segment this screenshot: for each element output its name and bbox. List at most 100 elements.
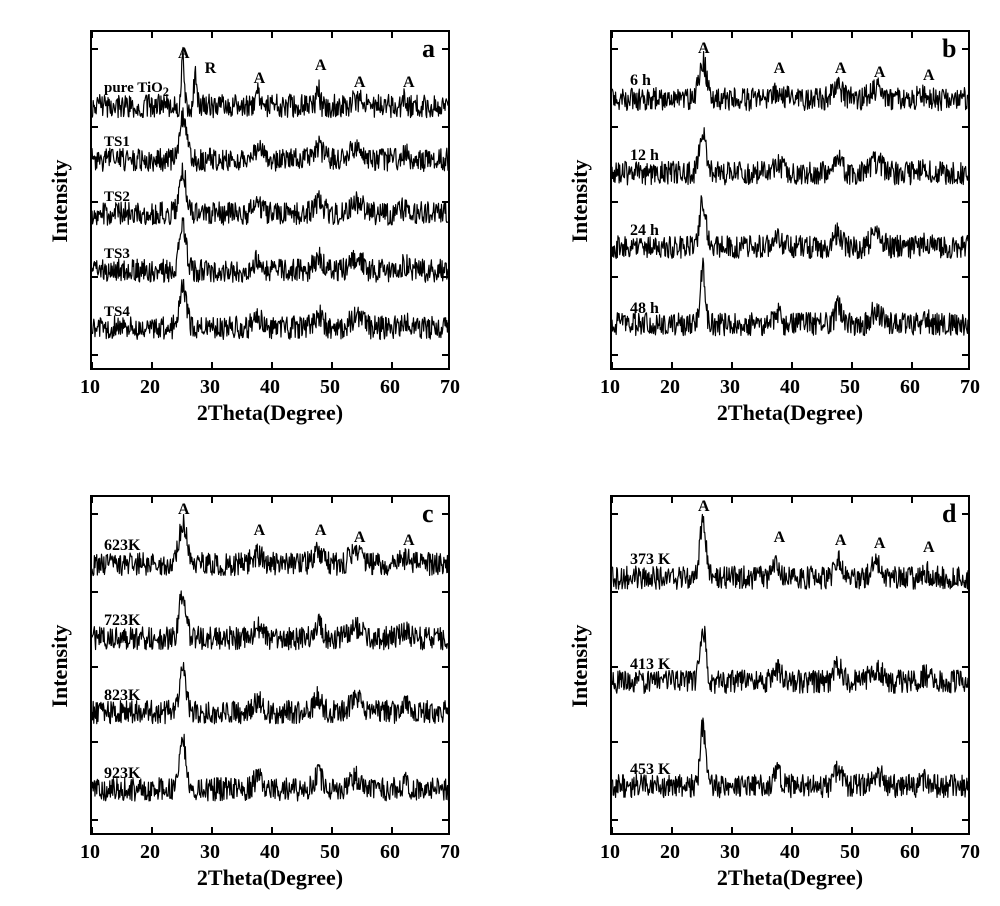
xrd-trace-TS4 [92, 279, 448, 339]
xtick-label: 20 [655, 841, 685, 864]
panel-d: 373 K413 K453 KAAAAA10203040506070Intens… [540, 475, 980, 885]
xtick-label: 60 [375, 841, 405, 864]
peak-label: A [251, 70, 267, 88]
xrd-trace-6h [612, 52, 968, 111]
peak-label: A [872, 535, 888, 553]
peak-label: A [921, 67, 937, 85]
xrd-trace-823K [92, 663, 448, 724]
xrd-traces-svg [92, 497, 448, 833]
panel-b: 6 h12 h24 h48 hAAAAA10203040506070Intens… [540, 10, 980, 420]
xtick-label: 60 [375, 376, 405, 399]
peak-label: A [352, 74, 368, 92]
xrd-trace-TS3 [92, 218, 448, 282]
series-label-923K: 923K [104, 765, 140, 783]
xtick-label: 50 [835, 841, 865, 864]
panel-letter: b [942, 34, 960, 64]
peak-label: A [251, 522, 267, 540]
series-label-623K: 623K [104, 537, 140, 555]
xtick-label: 40 [775, 376, 805, 399]
xrd-trace-623K [92, 515, 448, 576]
xtick-label: 40 [255, 841, 285, 864]
plot-frame: 6 h 12 h 24 h 48 h A A A A A [610, 30, 970, 370]
series-label-413K: 413 K [630, 656, 670, 674]
series-label-6h: 6 h [630, 72, 651, 90]
series-label-24h: 24 h [630, 222, 659, 240]
peak-label: A [313, 57, 329, 75]
xlabel: 2Theta(Degree) [700, 400, 880, 426]
panel-letter: c [422, 499, 440, 529]
xtick-label: 40 [255, 376, 285, 399]
peak-label: A [313, 522, 329, 540]
xtick-label: 50 [315, 841, 345, 864]
xtick-label: 30 [195, 841, 225, 864]
xlabel: 2Theta(Degree) [180, 400, 360, 426]
peak-label: A [401, 74, 417, 92]
panel-c: 623K723K823K923KAAAAA10203040506070Inten… [20, 475, 460, 885]
panel-a: pure TiO2TS1TS2TS3TS4ARAAAA1020304050607… [20, 10, 460, 420]
peak-label: R [202, 60, 218, 78]
xrd-trace-24h [612, 196, 968, 259]
series-label-TS2: TS2 [104, 189, 130, 206]
xtick-label: 30 [715, 376, 745, 399]
xrd-trace-923K [92, 734, 448, 801]
xtick-label: 50 [315, 376, 345, 399]
xrd-figure-grid: pure TiO2TS1TS2TS3TS4ARAAAA1020304050607… [0, 0, 1000, 906]
xtick-label: 50 [835, 376, 865, 399]
panel-letter: d [942, 499, 960, 529]
peak-label: A [833, 60, 849, 78]
series-label-TS4: TS4 [104, 304, 130, 321]
peak-label: A [352, 529, 368, 547]
xtick-label: 20 [655, 376, 685, 399]
xtick-label: 70 [435, 841, 465, 864]
peak-label: A [401, 532, 417, 550]
series-label-453K: 453 K [630, 761, 670, 779]
peak-label: A [771, 529, 787, 547]
xrd-traces-svg [612, 32, 968, 368]
xlabel: 2Theta(Degree) [700, 865, 880, 891]
xtick-label: 60 [895, 376, 925, 399]
peak-label: A [872, 64, 888, 82]
xrd-trace-453K [612, 718, 968, 798]
series-label-TS3: TS3 [104, 246, 130, 263]
xrd-trace-TS2 [92, 163, 448, 225]
peak-label: A [176, 501, 192, 519]
xtick-label: 10 [75, 376, 105, 399]
xrd-trace-48h [612, 258, 968, 336]
plot-frame: pure TiO2TS1TS2TS3TS4ARAAAA [90, 30, 450, 370]
xtick-label: 30 [715, 841, 745, 864]
series-label-12h: 12 h [630, 147, 659, 165]
xtick-label: 20 [135, 376, 165, 399]
xtick-label: 70 [955, 376, 985, 399]
series-label-48h: 48 h [630, 300, 659, 318]
xtick-label: 70 [435, 376, 465, 399]
xrd-trace-723K [92, 591, 448, 650]
xrd-trace-TS1 [92, 108, 448, 172]
series-label-373K: 373 K [630, 551, 670, 569]
series-label-pure: pure TiO2 [104, 80, 169, 100]
series-label-823K: 823K [104, 687, 140, 705]
xrd-trace-12h [612, 128, 968, 185]
series-label-TS1: TS1 [104, 134, 130, 151]
plot-frame: 623K723K823K923KAAAAA [90, 495, 450, 835]
peak-label: A [833, 532, 849, 550]
xtick-label: 20 [135, 841, 165, 864]
xtick-label: 40 [775, 841, 805, 864]
xtick-label: 60 [895, 841, 925, 864]
peak-label: A [921, 539, 937, 557]
panel-letter: a [422, 34, 440, 64]
xtick-label: 10 [595, 841, 625, 864]
ylabel: Intensity [47, 606, 73, 726]
peak-label: A [771, 60, 787, 78]
ylabel: Intensity [567, 606, 593, 726]
xtick-label: 10 [595, 376, 625, 399]
xtick-label: 30 [195, 376, 225, 399]
peak-label: A [696, 40, 712, 58]
plot-frame: 373 K 413 K 453 K A A A A A [610, 495, 970, 835]
xtick-label: 70 [955, 841, 985, 864]
ylabel: Intensity [47, 141, 73, 261]
peak-label: A [176, 45, 192, 63]
ylabel: Intensity [567, 141, 593, 261]
xtick-label: 10 [75, 841, 105, 864]
peak-label: A [696, 498, 712, 516]
xlabel: 2Theta(Degree) [180, 865, 360, 891]
